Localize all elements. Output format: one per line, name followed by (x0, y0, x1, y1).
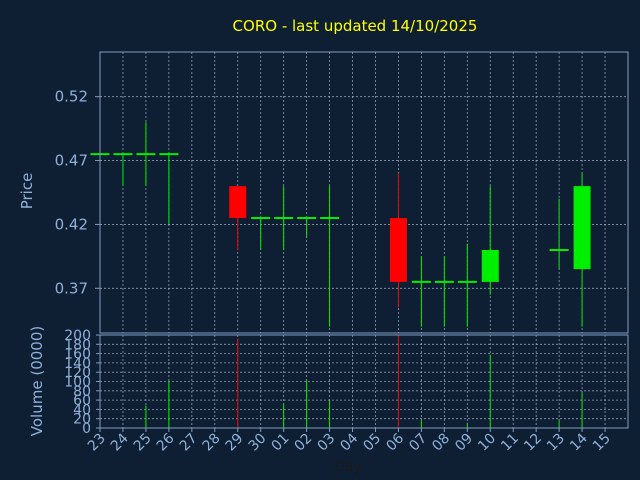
candle (136, 122, 156, 187)
volume-tick-label: 80 (73, 384, 91, 400)
candle-body (481, 249, 499, 282)
volume-tick-label: 40 (73, 402, 91, 418)
candle-body (389, 218, 407, 282)
volume-tick-label: 180 (64, 337, 91, 353)
candle (411, 256, 431, 327)
candle (159, 153, 179, 225)
price-tick-label: 0.52 (55, 88, 88, 106)
candle-body (229, 186, 247, 219)
price-tick-label: 0.37 (55, 279, 88, 297)
volume-tick-label: 100 (64, 375, 91, 391)
candle (229, 186, 247, 250)
candle (573, 173, 591, 327)
candle (113, 153, 133, 187)
volume-tick-label: 20 (73, 412, 91, 428)
marks-layer (90, 122, 591, 428)
candle (434, 256, 454, 327)
candle-body (573, 186, 591, 270)
volume-tick-label: 200 (64, 328, 91, 344)
axes-layer: 0.37 0.42 0.47 0.52 020406080100120140160180… (55, 51, 629, 454)
candle (274, 186, 294, 250)
volume-tick-label: 140 (64, 356, 91, 372)
price-tick-label: 0.47 (55, 152, 88, 170)
candle (457, 243, 477, 327)
volume-axis-label: Volume (0000) (28, 326, 46, 436)
chart-title: CORO - last updated 14/10/2025 (233, 17, 478, 35)
price-plot-frame (99, 51, 629, 334)
candle (389, 173, 407, 308)
grid-layer (99, 52, 628, 429)
volume-tick-label: 160 (64, 347, 91, 363)
price-axis-label: Price (18, 173, 36, 210)
candle (481, 186, 499, 295)
price-tick-label: 0.42 (55, 215, 88, 233)
volume-tick-label: 120 (64, 365, 91, 381)
volume-tick-label: 60 (73, 393, 91, 409)
candle (297, 217, 317, 238)
candle (320, 186, 340, 327)
candle (251, 217, 271, 250)
volume-tick-label: 0 (82, 421, 91, 437)
candle (549, 198, 569, 270)
x-axis-label: Day (334, 459, 362, 475)
